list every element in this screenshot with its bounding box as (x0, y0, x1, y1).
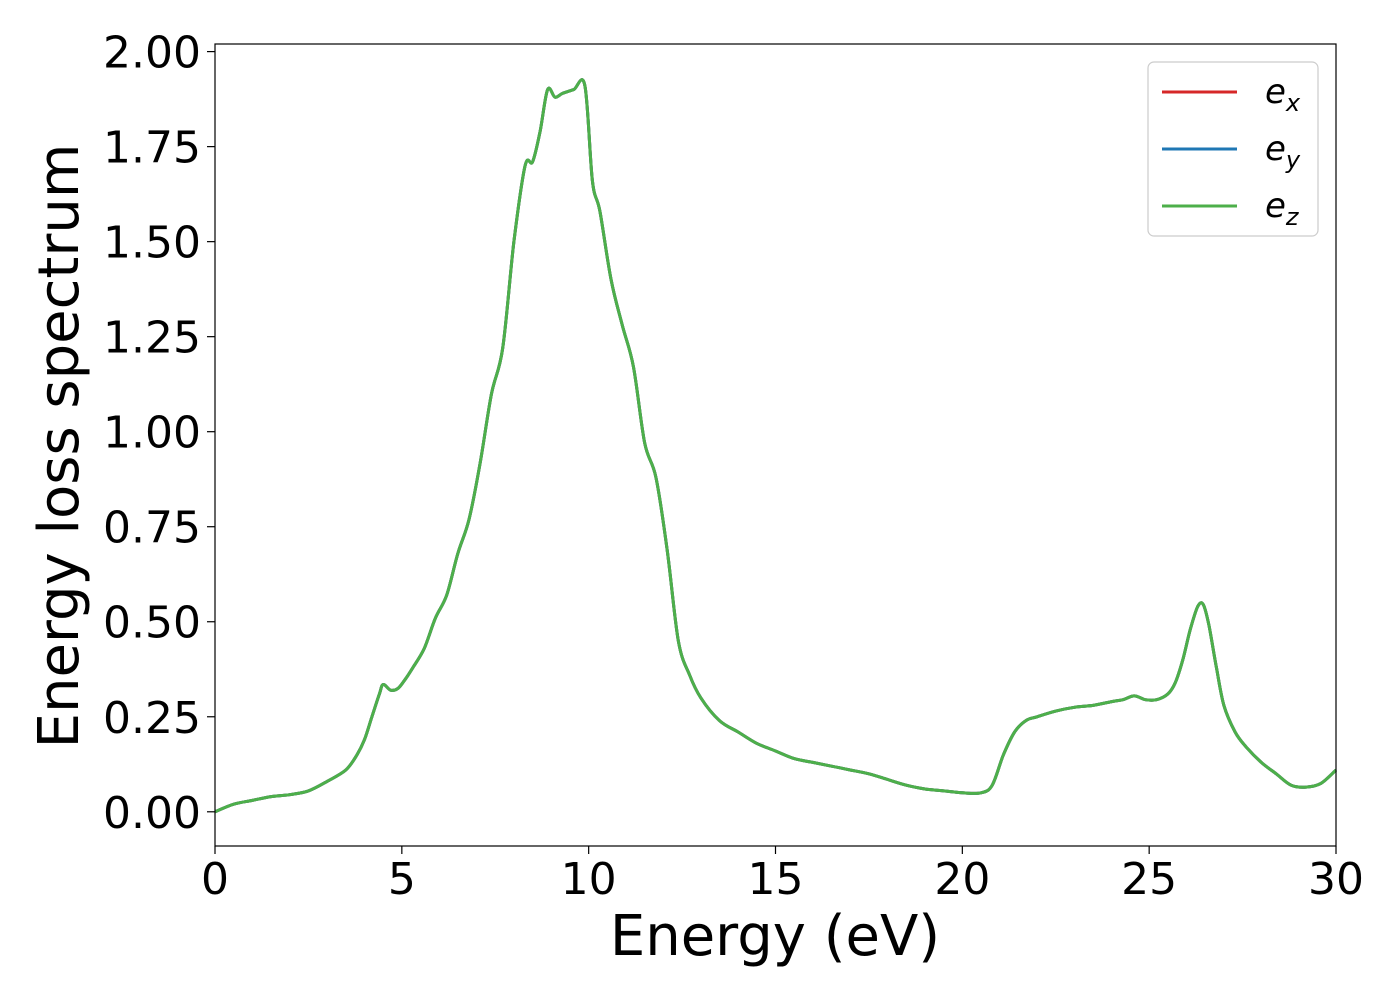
y-tick-label: 0.25 (103, 693, 201, 744)
y-tick-label: 1.00 (103, 408, 201, 459)
y-tick-label: 0.50 (103, 598, 201, 649)
y-tick-label: 2.00 (103, 28, 201, 79)
series-line-z (214, 78, 1338, 814)
x-tick-label: 5 (388, 854, 416, 905)
y-tick-label: 1.75 (103, 123, 201, 174)
y-axis-ticks: 0.00 0.25 0.50 0.75 1.00 1.25 1.50 1.75 2.00 (103, 28, 215, 839)
x-tick-label: 25 (1121, 854, 1177, 905)
legend: ex ey ez (1147, 61, 1319, 237)
y-tick-label: 0.75 (103, 503, 201, 554)
series-layer (214, 78, 1338, 814)
legend-label-z: ez (1265, 186, 1300, 231)
x-tick-label: 20 (934, 854, 990, 905)
legend-label-y: ey (1265, 129, 1301, 174)
x-tick-label: 30 (1308, 854, 1364, 905)
y-tick-label: 0.00 (103, 788, 201, 839)
x-axis-label: Energy (eV) (610, 904, 940, 969)
x-tick-label: 0 (201, 854, 229, 905)
legend-label-x: ex (1265, 72, 1301, 117)
x-tick-label: 10 (561, 854, 617, 905)
x-tick-label: 15 (748, 854, 804, 905)
y-axis-label: Energy loss spectrum (27, 144, 92, 749)
y-tick-label: 1.25 (103, 313, 201, 364)
y-tick-label: 1.50 (103, 218, 201, 269)
x-axis-ticks: 0 5 10 15 20 25 30 (201, 846, 1364, 905)
